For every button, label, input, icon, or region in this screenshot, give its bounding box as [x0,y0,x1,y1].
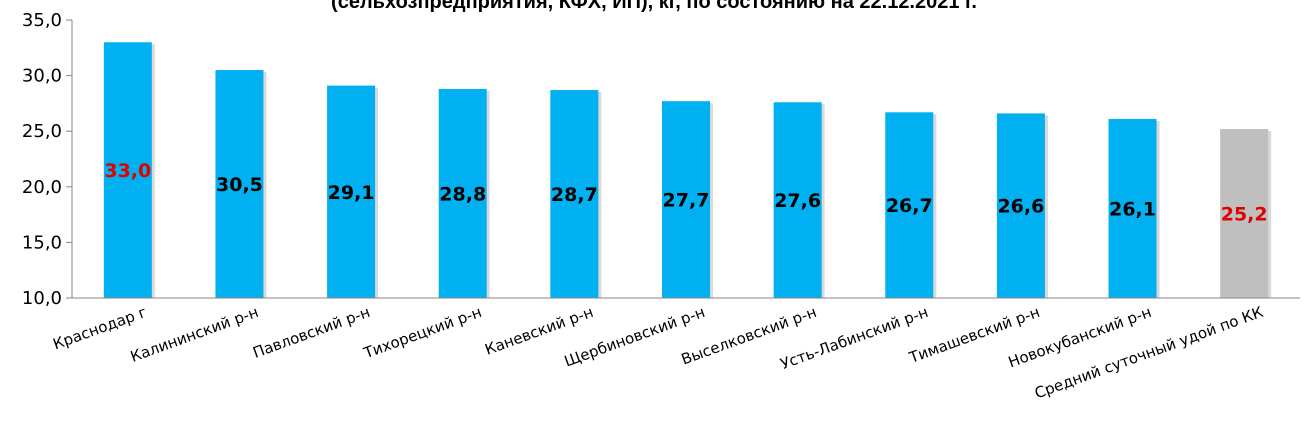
bar [550,90,599,298]
data-label: 27,6 [774,190,821,212]
y-tick-label: 15,0 [22,232,62,253]
y-tick-label: 25,0 [22,121,62,142]
bar [1108,118,1157,298]
data-label: 26,7 [886,195,933,217]
bar [662,101,710,299]
bar [327,85,376,298]
data-label: 26,1 [1109,198,1156,220]
data-label: 30,5 [216,174,263,196]
y-tick-label: 35,0 [22,10,62,31]
chart-title: (сельхозпредприятия, КФХ, ИП), кг, по со… [331,0,977,13]
data-label: 27,7 [663,190,710,212]
y-tick-label: 10,0 [22,288,62,309]
bar [773,102,822,299]
y-tick-label: 30,0 [22,66,62,87]
bar [996,113,1045,299]
x-tick-label: Калининский р-н [128,303,261,366]
bar [103,42,152,298]
bar [215,70,264,298]
bars-group [103,42,1272,299]
data-label: 33,0 [104,160,151,182]
x-tick-label: Павловский р-н [251,303,373,362]
x-tick-label: Тихорецкий р-н [360,303,484,363]
y-axis: 10,0 15,0 20,0 25,0 30,0 35,0 [22,10,73,309]
bar [885,112,934,299]
data-label: 28,7 [551,184,598,206]
bar [438,88,487,298]
data-label: 25,2 [1221,203,1268,225]
data-labels-group: 33,0 30,5 29,1 28,8 28,7 27,7 27,6 26,7 26,6 26,1… [104,160,1267,225]
bar [1220,128,1269,298]
data-label: 29,1 [328,182,375,204]
data-label: 26,6 [997,196,1044,218]
y-tick-label: 20,0 [22,177,62,198]
data-label: 28,8 [439,183,486,205]
